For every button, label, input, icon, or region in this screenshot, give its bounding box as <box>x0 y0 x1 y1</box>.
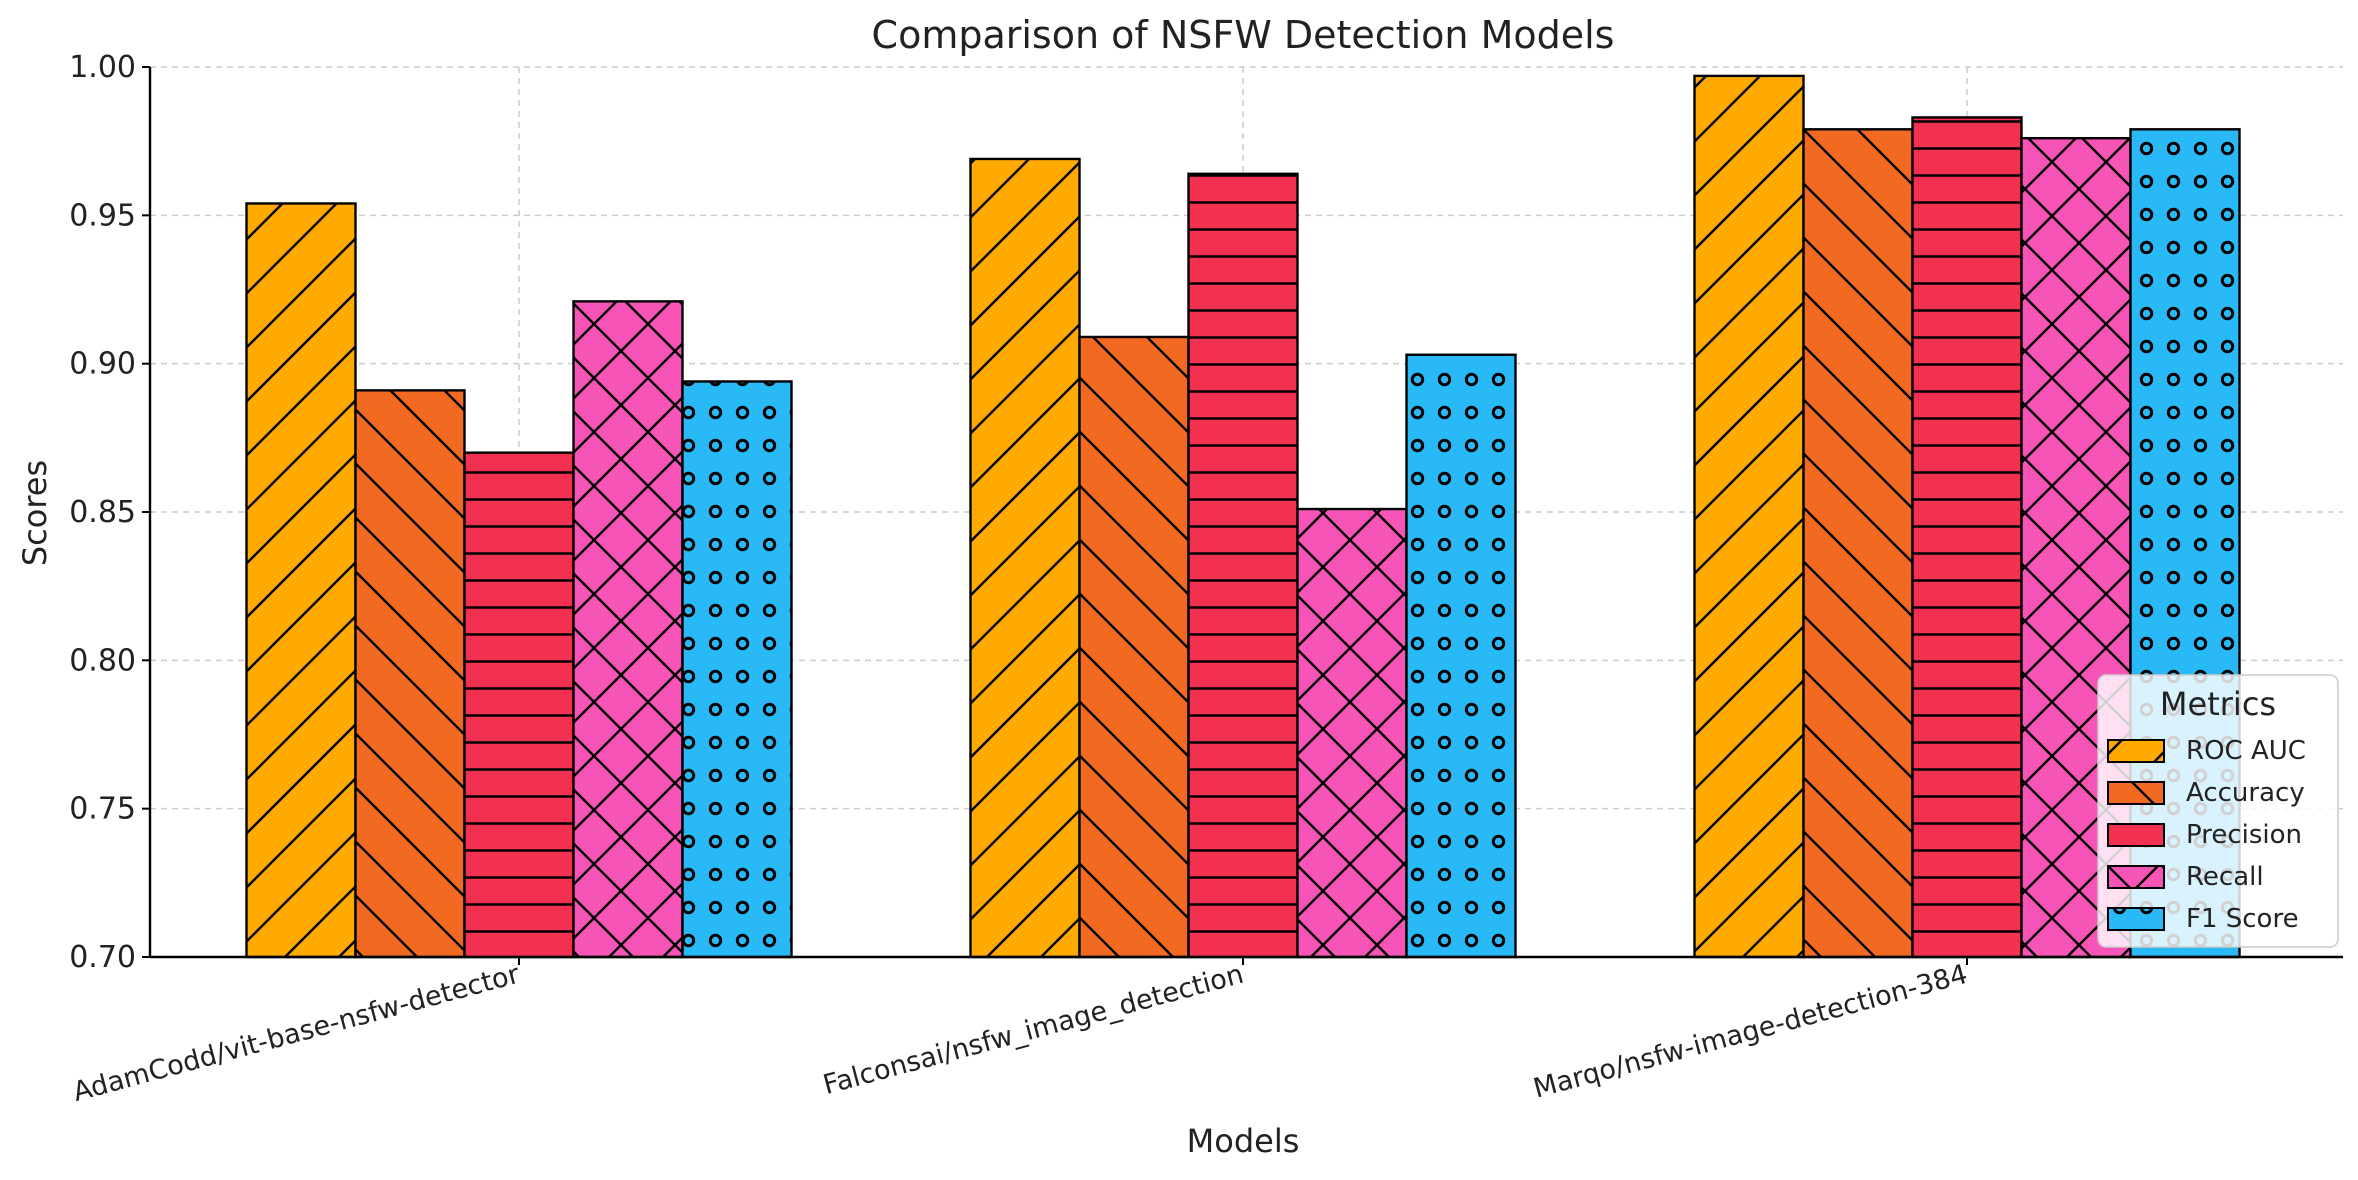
bar-hatch <box>682 381 792 957</box>
legend-swatch-outline <box>2107 739 2165 763</box>
bar-accuracy <box>1078 335 1190 959</box>
chart-title: Comparison of NSFW Detection Models <box>872 13 1615 57</box>
bar-hatch <box>1694 75 1804 957</box>
bar-roc-auc <box>1693 74 1805 959</box>
y-tick-label: 1.00 <box>69 50 136 85</box>
legend-label: Accuracy <box>2186 778 2305 808</box>
bar-precision <box>463 451 575 959</box>
bar-hatch <box>1188 173 1298 958</box>
legend-label: F1 Score <box>2186 904 2299 934</box>
bar-hatch <box>464 452 574 957</box>
x-tick-label: AdamCodd/vit-base-nsfw-detector <box>70 959 524 1108</box>
legend-item: ROC AUC <box>2107 736 2306 766</box>
legend: Metrics ROC AUC Accuracy Precision Recall F1 … <box>2097 674 2339 948</box>
legend-label: Precision <box>2186 820 2302 850</box>
legend-swatch-hatch <box>2108 782 2164 804</box>
legend-swatch-outline <box>2107 823 2165 847</box>
legend-label: Recall <box>2186 862 2264 892</box>
bar-roc-auc <box>969 157 1081 959</box>
legend-item: F1 Score <box>2107 904 2299 934</box>
legend-item: Accuracy <box>2107 778 2305 808</box>
bar-hatch <box>573 301 683 957</box>
bar-hatch <box>1803 129 1913 958</box>
bar-accuracy <box>1802 128 1914 959</box>
legend-item: Recall <box>2107 862 2264 892</box>
y-tick-label: 0.80 <box>69 643 136 678</box>
bar-hatch <box>355 390 465 957</box>
x-tick-label: Marqo/nsfw-image-detection-384 <box>1530 959 1971 1105</box>
bars <box>245 74 2241 959</box>
legend-swatch-hatch <box>2108 824 2164 846</box>
bar-hatch <box>1406 354 1516 957</box>
legend-swatch-hatch <box>2108 740 2164 762</box>
legend-swatch-outline <box>2107 865 2165 889</box>
bar-precision <box>1911 116 2023 959</box>
bar-hatch <box>246 203 356 957</box>
legend-item: Precision <box>2107 820 2302 850</box>
bar-recall <box>1296 507 1408 959</box>
y-tick-label: 0.85 <box>69 495 136 530</box>
bar-hatch <box>1297 509 1407 957</box>
bar-roc-auc <box>245 202 357 959</box>
bar-f1-score <box>1405 353 1517 959</box>
legend-label: ROC AUC <box>2186 736 2306 766</box>
bar-f1-score <box>681 380 793 959</box>
y-tick-label: 0.90 <box>69 347 136 382</box>
bar-precision <box>1187 172 1299 959</box>
y-axis-title: Scores <box>16 460 54 566</box>
y-tick-label: 0.95 <box>69 198 136 233</box>
bar-hatch <box>1079 336 1189 957</box>
bar-hatch <box>970 158 1080 957</box>
x-axis-title: Models <box>1187 1122 1300 1160</box>
legend-swatch-hatch <box>2108 908 2164 930</box>
legend-title: Metrics <box>2160 685 2276 723</box>
bar-recall <box>572 300 684 959</box>
legend-swatch-outline <box>2107 907 2165 931</box>
y-tick-label: 0.70 <box>69 940 136 975</box>
bar-hatch <box>1912 117 2022 957</box>
legend-swatch-outline <box>2107 781 2165 805</box>
y-tick-label: 0.75 <box>69 792 136 827</box>
x-tick-label: Falconsai/nsfw_image_detection <box>820 959 1247 1101</box>
bar-accuracy <box>354 389 466 959</box>
legend-swatch-hatch <box>2108 866 2164 888</box>
